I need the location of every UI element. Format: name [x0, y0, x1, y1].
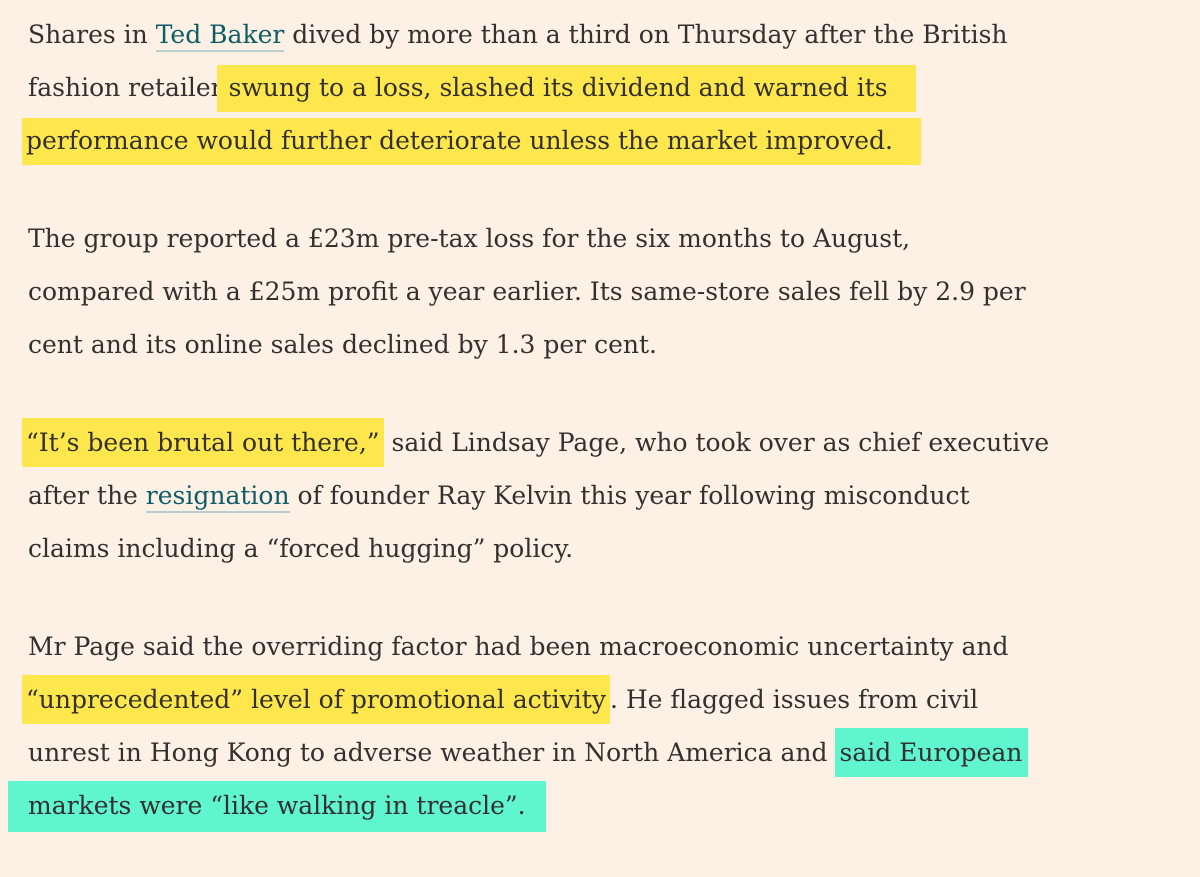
page: Shares in Ted Baker dived by more than a… — [8, 20, 1050, 832]
text: unrest in Hong Kong to adverse weather i… — [28, 738, 836, 767]
text-line: The group reported a £23m pre-tax loss f… — [28, 212, 1200, 265]
text-line: markets were “like walking in treacle”. — [8, 779, 1200, 832]
text: Shares in — [28, 20, 156, 49]
text: fashion retailer — [28, 73, 223, 102]
highlight: “It’s been brutal out there,” — [22, 418, 384, 467]
text-line: claims including a “forced hugging” poli… — [28, 522, 1200, 575]
text-line: “It’s been brutal out there,” said Linds… — [22, 416, 1200, 469]
text-line: compared with a £25m profit a year earli… — [28, 265, 1200, 318]
text-line: fashion retailer swung to a loss, slashe… — [28, 61, 1200, 114]
text: The group reported a £23m pre-tax loss f… — [28, 224, 911, 253]
highlight: “unprecedented” level of promotional act… — [22, 675, 610, 724]
article-body: Shares in Ted Baker dived by more than a… — [8, 8, 1200, 877]
highlight: markets were “like walking in treacle”. — [8, 781, 546, 832]
text: claims including a “forced hugging” poli… — [28, 534, 574, 563]
text-line: performance would further deteriorate un… — [22, 114, 1200, 167]
text-line: “unprecedented” level of promotional act… — [22, 673, 1200, 726]
text-line: cent and its online sales declined by 1.… — [28, 318, 1200, 371]
highlight: performance would further deteriorate un… — [22, 118, 921, 165]
text: compared with a £25m profit a year earli… — [28, 277, 1026, 306]
link[interactable]: resignation — [145, 481, 290, 513]
text-line: unrest in Hong Kong to adverse weather i… — [28, 726, 1200, 779]
paragraph: Mr Page said the overriding factor had b… — [8, 620, 1200, 832]
text-line: Mr Page said the overriding factor had b… — [28, 620, 1200, 673]
text: . He flagged issues from civil — [609, 685, 979, 714]
link[interactable]: Ted Baker — [155, 20, 285, 52]
text: cent and its online sales declined by 1.… — [28, 330, 657, 359]
paragraph: Shares in Ted Baker dived by more than a… — [22, 8, 1200, 167]
text: dived by more than a third on Thursday a… — [284, 20, 1008, 49]
text: said Lindsay Page, who took over as chie… — [383, 428, 1050, 457]
text: after the — [28, 481, 146, 510]
text-line: after the resignation of founder Ray Kel… — [28, 469, 1200, 522]
highlight: said European — [835, 728, 1029, 777]
text-line: Shares in Ted Baker dived by more than a… — [28, 8, 1200, 61]
paragraph: “It’s been brutal out there,” said Linds… — [22, 416, 1200, 575]
text: Mr Page said the overriding factor had b… — [28, 632, 1009, 661]
text: of founder Ray Kelvin this year followin… — [289, 481, 970, 510]
highlight: swung to a loss, slashed its dividend an… — [216, 65, 916, 112]
paragraph: The group reported a £23m pre-tax loss f… — [28, 212, 1200, 371]
